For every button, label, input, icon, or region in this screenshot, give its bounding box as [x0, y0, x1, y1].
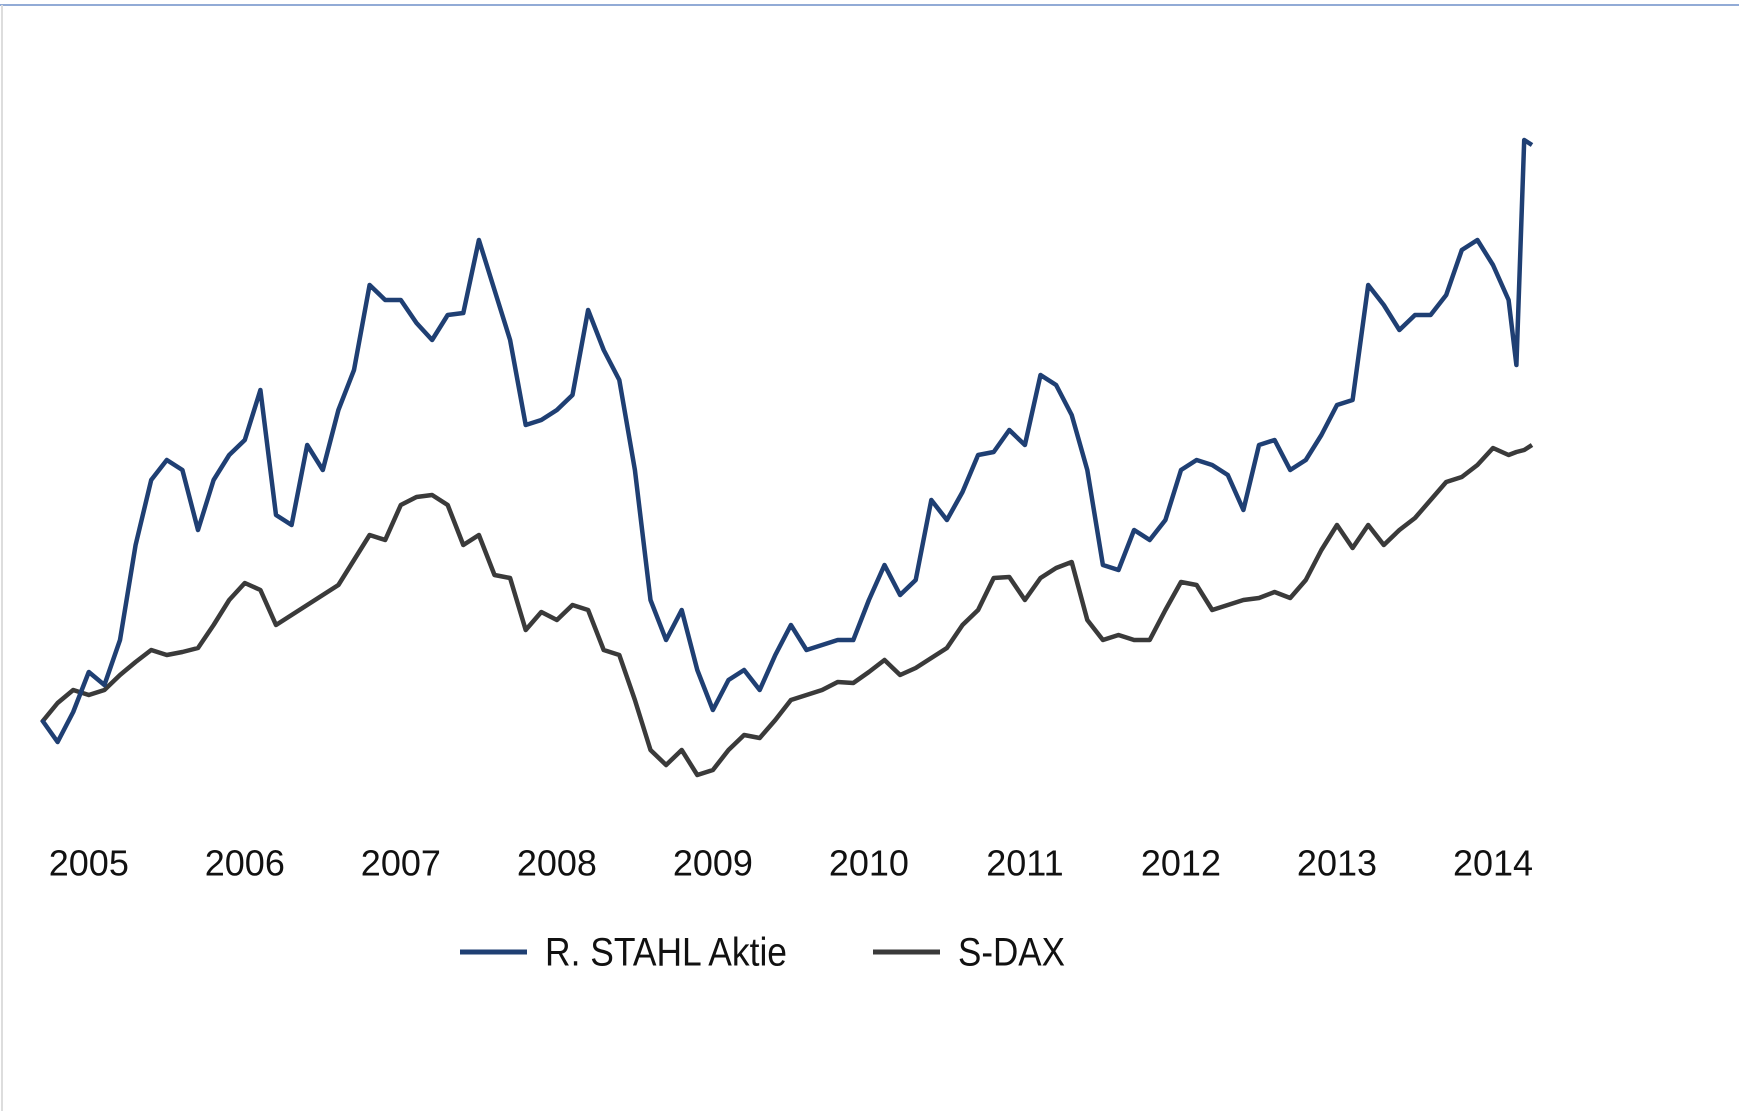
x-tick-label: 2012 — [1141, 843, 1221, 884]
x-tick-label: 2010 — [829, 843, 909, 884]
x-tick-label: 2009 — [673, 843, 753, 884]
line-series — [40, 443, 1534, 778]
x-tick-label: 2005 — [49, 843, 129, 884]
x-tick-label: 2007 — [361, 843, 441, 884]
plot-area: 2005 2006 2007 2008 2009 2010 2011 2012 2013 2014 — [40, 137, 1534, 884]
x-tick-label: 2013 — [1297, 843, 1377, 884]
legend: R. STAHL Aktie S-DAX — [460, 931, 1065, 975]
legend-label: R. STAHL Aktie — [545, 931, 787, 975]
x-tick-label: 2006 — [205, 843, 285, 884]
x-tick-label: 2008 — [517, 843, 597, 884]
line-series — [40, 137, 1534, 745]
x-tick-label: 2014 — [1453, 843, 1533, 884]
x-tick-label: 2011 — [986, 843, 1063, 884]
legend-label: S-DAX — [958, 931, 1065, 975]
